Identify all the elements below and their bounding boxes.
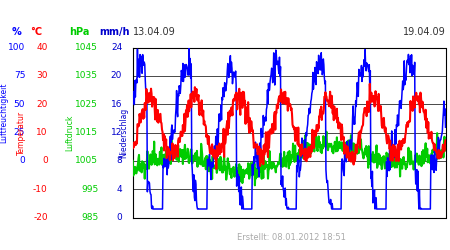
Text: 12: 12 — [111, 128, 122, 137]
Text: 24: 24 — [111, 43, 122, 52]
Text: 19.04.09: 19.04.09 — [403, 27, 446, 37]
Text: 8: 8 — [117, 156, 122, 165]
Text: 20: 20 — [111, 71, 122, 80]
Text: 1035: 1035 — [75, 71, 98, 80]
Text: %: % — [11, 28, 21, 38]
Text: Luftdruck: Luftdruck — [65, 114, 74, 151]
Text: °C: °C — [30, 28, 42, 38]
Text: mm/h: mm/h — [99, 28, 130, 38]
Text: Temperatur: Temperatur — [17, 110, 26, 154]
Text: 30: 30 — [36, 71, 48, 80]
Text: 995: 995 — [81, 185, 98, 194]
Text: -20: -20 — [33, 213, 48, 222]
Text: Erstellt: 08.01.2012 18:51: Erstellt: 08.01.2012 18:51 — [237, 234, 346, 242]
Text: 13.04.09: 13.04.09 — [133, 27, 176, 37]
Text: 0: 0 — [42, 156, 48, 165]
Text: 75: 75 — [14, 71, 25, 80]
Text: -10: -10 — [33, 185, 48, 194]
Text: 100: 100 — [8, 43, 25, 52]
Text: 4: 4 — [117, 185, 122, 194]
Text: 1015: 1015 — [75, 128, 98, 137]
Text: 50: 50 — [14, 100, 25, 109]
Text: 1025: 1025 — [75, 100, 98, 109]
Text: 1005: 1005 — [75, 156, 98, 165]
Text: 20: 20 — [36, 100, 48, 109]
Text: 16: 16 — [111, 100, 122, 109]
Text: hPa: hPa — [69, 28, 90, 38]
Text: 0: 0 — [19, 156, 25, 165]
Text: 25: 25 — [14, 128, 25, 137]
Text: 985: 985 — [81, 213, 98, 222]
Text: 0: 0 — [117, 213, 122, 222]
Text: 40: 40 — [36, 43, 48, 52]
Text: 10: 10 — [36, 128, 48, 137]
Text: 1045: 1045 — [75, 43, 98, 52]
Text: Niederschlag: Niederschlag — [119, 108, 128, 158]
Text: Luftfeuchtigkeit: Luftfeuchtigkeit — [0, 82, 8, 143]
